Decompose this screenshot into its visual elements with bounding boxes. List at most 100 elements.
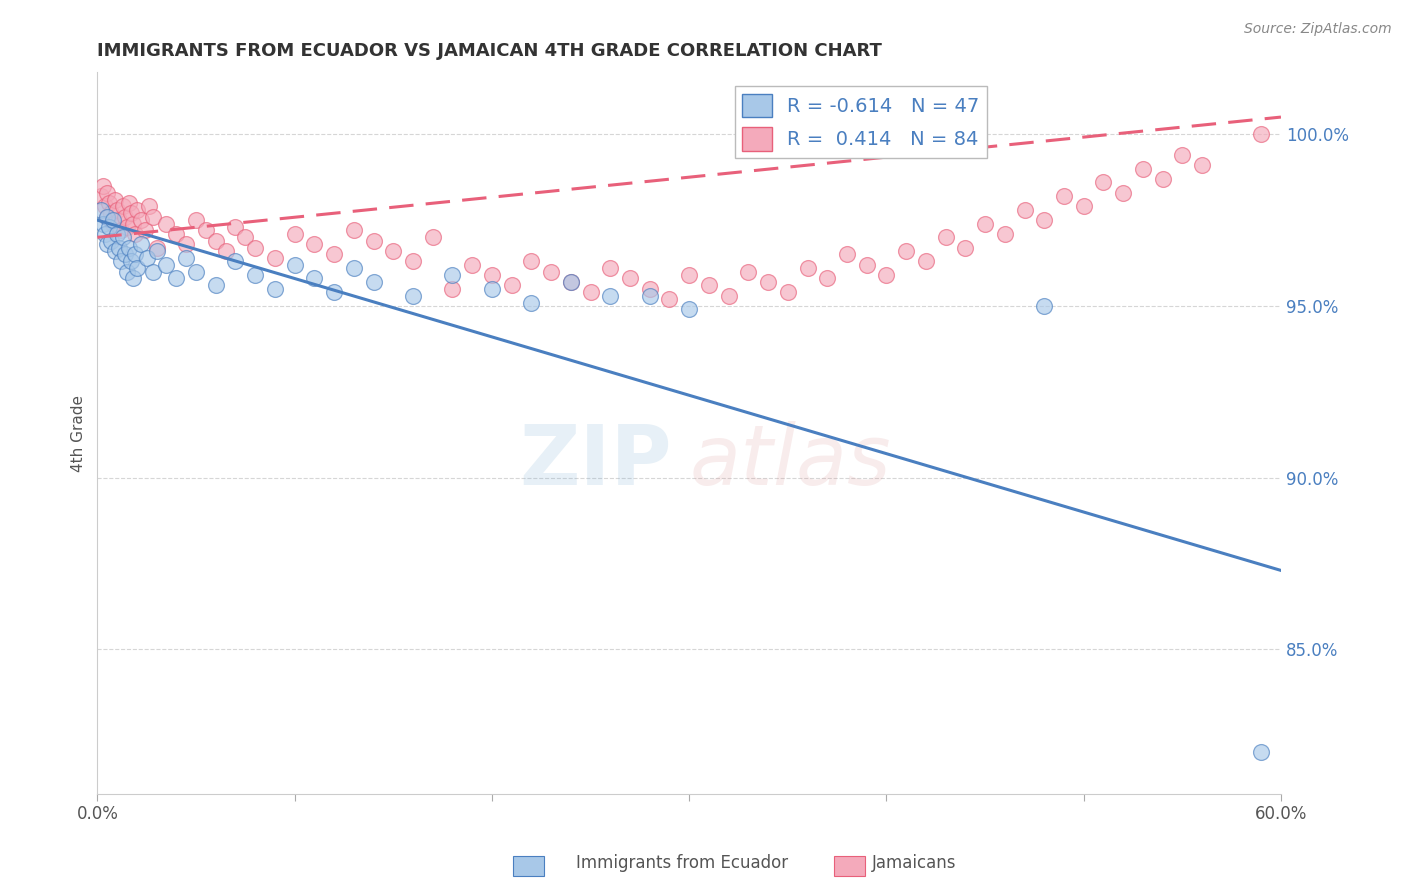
Point bbox=[284, 227, 307, 241]
Point bbox=[875, 268, 897, 282]
Point bbox=[145, 244, 167, 258]
Point bbox=[184, 213, 207, 227]
Point bbox=[125, 202, 148, 217]
Point bbox=[481, 282, 503, 296]
Point bbox=[134, 223, 156, 237]
Point bbox=[135, 251, 157, 265]
Point bbox=[96, 210, 118, 224]
Point bbox=[1112, 186, 1135, 200]
Point bbox=[756, 275, 779, 289]
Point bbox=[101, 217, 124, 231]
Point bbox=[204, 234, 226, 248]
Legend: R = -0.614   N = 47, R =  0.414   N = 84: R = -0.614 N = 47, R = 0.414 N = 84 bbox=[735, 86, 987, 159]
Point bbox=[894, 244, 917, 258]
Point bbox=[1250, 746, 1272, 760]
Point bbox=[243, 241, 266, 255]
Point bbox=[118, 241, 141, 255]
Point bbox=[619, 271, 641, 285]
Point bbox=[540, 265, 562, 279]
Text: IMMIGRANTS FROM ECUADOR VS JAMAICAN 4TH GRADE CORRELATION CHART: IMMIGRANTS FROM ECUADOR VS JAMAICAN 4TH … bbox=[97, 42, 882, 60]
Point bbox=[101, 213, 124, 227]
Point bbox=[1033, 213, 1056, 227]
Point bbox=[974, 217, 997, 231]
Text: ZIP: ZIP bbox=[519, 421, 672, 502]
Point bbox=[94, 199, 117, 213]
Point bbox=[599, 261, 621, 276]
Point bbox=[155, 217, 177, 231]
Point bbox=[1014, 202, 1036, 217]
Point bbox=[96, 186, 118, 200]
Point bbox=[233, 230, 256, 244]
Point bbox=[224, 219, 246, 234]
Point bbox=[100, 206, 122, 220]
Point bbox=[165, 271, 187, 285]
Point bbox=[1152, 172, 1174, 186]
Text: Immigrants from Ecuador: Immigrants from Ecuador bbox=[576, 855, 789, 872]
Point bbox=[165, 227, 187, 241]
Point bbox=[121, 217, 143, 231]
Point bbox=[111, 199, 134, 213]
Point bbox=[104, 193, 127, 207]
Point bbox=[224, 254, 246, 268]
Point bbox=[96, 210, 118, 224]
Point bbox=[815, 271, 838, 285]
Point bbox=[115, 219, 138, 234]
Point bbox=[108, 241, 131, 255]
Point bbox=[560, 275, 582, 289]
Point bbox=[174, 251, 197, 265]
Point bbox=[994, 227, 1017, 241]
Point bbox=[108, 213, 131, 227]
Point bbox=[138, 199, 160, 213]
Point bbox=[323, 247, 346, 261]
Point bbox=[111, 230, 134, 244]
Point bbox=[264, 282, 287, 296]
Point bbox=[120, 254, 142, 268]
Point bbox=[104, 244, 127, 258]
Point bbox=[855, 258, 877, 272]
Point bbox=[1132, 161, 1154, 176]
Point bbox=[264, 251, 287, 265]
Point bbox=[204, 278, 226, 293]
Text: Jamaicans: Jamaicans bbox=[872, 855, 956, 872]
Point bbox=[90, 189, 112, 203]
Point bbox=[1053, 189, 1076, 203]
Point bbox=[1191, 158, 1213, 172]
Point bbox=[697, 278, 720, 293]
Point bbox=[579, 285, 602, 300]
Point bbox=[98, 196, 121, 211]
Point bbox=[776, 285, 799, 300]
Point bbox=[124, 247, 146, 261]
Point bbox=[243, 268, 266, 282]
Point bbox=[142, 210, 165, 224]
Point bbox=[142, 265, 165, 279]
Point bbox=[1073, 199, 1095, 213]
Point bbox=[194, 223, 217, 237]
Point bbox=[304, 271, 326, 285]
Text: atlas: atlas bbox=[689, 421, 891, 502]
Point bbox=[955, 241, 977, 255]
Point bbox=[422, 230, 444, 244]
Point bbox=[1092, 175, 1115, 189]
Point bbox=[402, 288, 425, 302]
Point bbox=[835, 247, 858, 261]
Point bbox=[214, 244, 236, 258]
Point bbox=[145, 241, 167, 255]
Point bbox=[125, 261, 148, 276]
Point bbox=[118, 196, 141, 211]
Point bbox=[114, 247, 136, 261]
Point bbox=[90, 202, 112, 217]
Point bbox=[402, 254, 425, 268]
Point bbox=[129, 213, 152, 227]
Point bbox=[520, 254, 543, 268]
Point bbox=[599, 288, 621, 302]
Point bbox=[638, 288, 661, 302]
Point bbox=[115, 265, 138, 279]
Point bbox=[678, 268, 700, 282]
Point bbox=[560, 275, 582, 289]
Point bbox=[658, 292, 681, 306]
Y-axis label: 4th Grade: 4th Grade bbox=[72, 394, 86, 472]
Point bbox=[1171, 148, 1194, 162]
Point bbox=[638, 282, 661, 296]
Point bbox=[796, 261, 818, 276]
Point bbox=[100, 234, 122, 248]
